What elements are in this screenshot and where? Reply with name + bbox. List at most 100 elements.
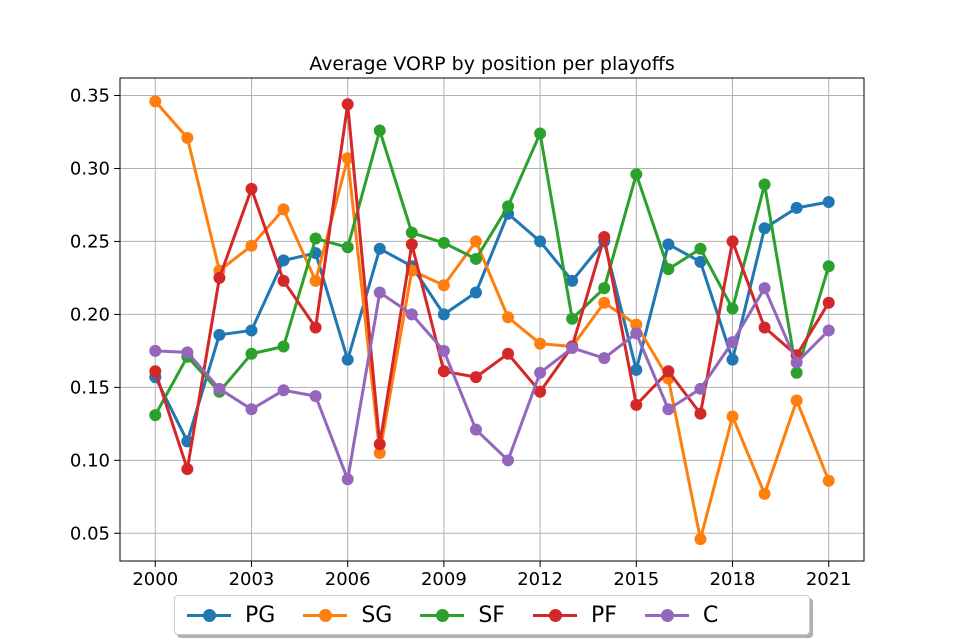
- grid: [120, 78, 864, 561]
- data-point: [341, 152, 354, 165]
- x-tick-label: 2015: [613, 569, 659, 590]
- data-point: [341, 473, 354, 486]
- data-point: [437, 279, 450, 292]
- data-point: [534, 366, 547, 379]
- data-point: [181, 131, 194, 144]
- series-line: [154, 100, 831, 541]
- legend-label: SG: [361, 602, 393, 628]
- data-point: [534, 235, 547, 248]
- data-point: [149, 95, 162, 108]
- legend-item-sg: SG: [303, 603, 392, 628]
- legend-label: C: [702, 602, 719, 628]
- x-tick-label: 2009: [421, 569, 467, 590]
- data-point: [790, 394, 803, 407]
- data-point: [213, 328, 226, 341]
- x-tick-label: 2021: [806, 569, 852, 590]
- y-tick-label: 0.15: [70, 377, 110, 398]
- data-point: [534, 337, 547, 350]
- plot-frame: [119, 77, 865, 562]
- data-point: [149, 344, 162, 357]
- data-point: [790, 201, 803, 214]
- data-point: [630, 327, 643, 340]
- data-point: [373, 286, 386, 299]
- data-point: [630, 363, 643, 376]
- data-point: [341, 98, 354, 111]
- data-point: [598, 282, 611, 295]
- data-point: [662, 365, 675, 378]
- data-point: [277, 254, 290, 267]
- data-point: [758, 178, 771, 191]
- data-point: [373, 124, 386, 137]
- data-point: [598, 296, 611, 309]
- data-point: [822, 260, 835, 273]
- axes: 2000 2003 2006 2009 2012 2015 2018 2021 0.05 0.10…: [70, 77, 865, 590]
- legend-label: PF: [590, 602, 617, 628]
- data-point: [277, 340, 290, 353]
- data-point: [630, 398, 643, 411]
- data-point: [598, 231, 611, 244]
- data-point: [502, 347, 515, 360]
- data-point: [373, 438, 386, 451]
- data-point: [534, 127, 547, 140]
- series-line: [153, 129, 831, 416]
- data-point: [694, 407, 707, 420]
- data-point: [822, 196, 835, 209]
- data-point: [437, 344, 450, 357]
- data-point: [469, 423, 482, 436]
- y-tick-label: 0.10: [70, 450, 110, 471]
- data-point: [694, 255, 707, 268]
- x-tick-label: 2006: [325, 569, 371, 590]
- y-tick-label: 0.30: [70, 158, 110, 179]
- series-layer: [149, 95, 835, 546]
- data-point: [694, 382, 707, 395]
- data-point: [726, 302, 739, 315]
- x-tick-label: 2003: [229, 569, 275, 590]
- data-point: [726, 336, 739, 349]
- data-point: [469, 252, 482, 265]
- data-point: [245, 239, 258, 252]
- data-point: [245, 182, 258, 195]
- legend-item-pg: PG: [187, 603, 275, 628]
- data-point: [373, 447, 386, 460]
- data-point: [405, 308, 418, 321]
- x-tick-label: 2012: [517, 569, 563, 590]
- data-point: [662, 403, 675, 416]
- data-point: [726, 235, 739, 248]
- data-point: [181, 463, 194, 476]
- legend-label: SF: [478, 602, 505, 628]
- data-point: [437, 308, 450, 321]
- series-line: [153, 200, 829, 443]
- legend-label: PG: [245, 602, 276, 628]
- legend-item-pf: PF: [532, 602, 617, 628]
- legend-swatch: [644, 603, 689, 627]
- series-line: [153, 102, 831, 471]
- legend-item-c: C: [644, 602, 719, 628]
- data-point: [758, 222, 771, 235]
- y-tick-label: 0.05: [70, 523, 110, 544]
- data-point: [277, 384, 290, 397]
- legend-swatch: [187, 603, 231, 627]
- series-line: [155, 286, 830, 481]
- data-point: [149, 365, 162, 378]
- legend-swatch: [532, 603, 577, 627]
- data-point: [245, 403, 258, 416]
- data-point: [662, 238, 675, 251]
- y-tick-label: 0.25: [70, 231, 110, 252]
- y-tick-label: 0.35: [70, 86, 110, 107]
- data-point: [502, 454, 515, 467]
- x-tick-label: 2018: [710, 569, 756, 590]
- data-point: [245, 324, 258, 337]
- data-point: [726, 353, 739, 366]
- data-point: [469, 371, 482, 384]
- data-point: [277, 274, 290, 287]
- data-point: [341, 241, 354, 254]
- data-point: [790, 356, 803, 369]
- data-point: [341, 353, 354, 366]
- data-point: [309, 232, 322, 245]
- y-tick-label: 0.20: [70, 304, 110, 325]
- data-point: [469, 286, 482, 299]
- data-point: [662, 263, 675, 276]
- data-point: [566, 312, 579, 325]
- data-point: [245, 347, 258, 360]
